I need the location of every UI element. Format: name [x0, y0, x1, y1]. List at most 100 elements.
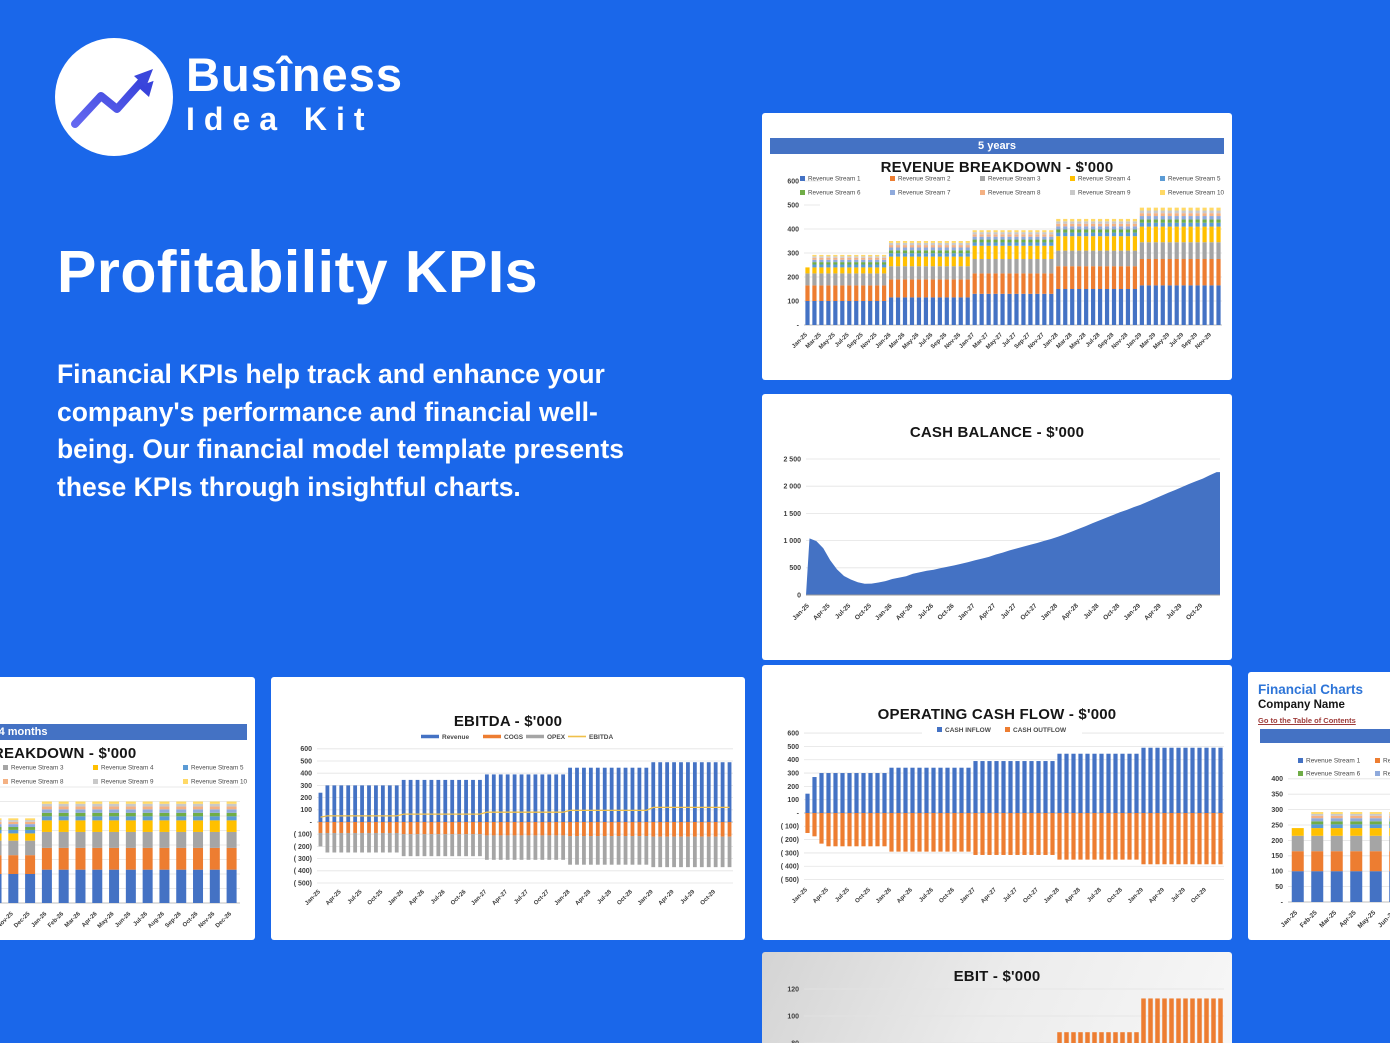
svg-text:Jul-28: Jul-28 — [1082, 602, 1101, 621]
svg-text:Oct-29: Oct-29 — [1190, 887, 1208, 905]
svg-text:Oct-26: Oct-26 — [450, 889, 468, 907]
svg-text:Jan-29: Jan-29 — [637, 889, 655, 907]
svg-text:( 400): ( 400) — [294, 868, 312, 875]
svg-text:Revenue Stream 3: Revenue Stream 3 — [988, 176, 1041, 183]
svg-text:-: - — [797, 810, 800, 817]
svg-text:2 000: 2 000 — [783, 484, 801, 491]
brand-logo — [55, 38, 173, 156]
svg-text:Jan-29: Jan-29 — [1123, 602, 1143, 622]
svg-text:Apr-26: Apr-26 — [408, 889, 426, 907]
svg-text:400: 400 — [787, 226, 799, 233]
svg-text:Jan-25: Jan-25 — [304, 889, 322, 907]
svg-text:Jan-26: Jan-26 — [875, 887, 893, 905]
svg-text:Revenue Stream 5: Revenue Stream 5 — [1168, 176, 1221, 183]
svg-text:Apr-25: Apr-25 — [812, 887, 830, 905]
svg-text:150: 150 — [1271, 853, 1283, 860]
svg-text:Jan-26: Jan-26 — [387, 889, 405, 907]
svg-text:Revenue Stream 6: Revenue Stream 6 — [1306, 771, 1361, 778]
svg-text:200: 200 — [787, 784, 799, 791]
page-title: Profitability KPIs — [57, 239, 539, 305]
svg-text:May-27: May-27 — [985, 332, 1004, 351]
svg-text:Apr-29: Apr-29 — [658, 889, 676, 907]
svg-text:600: 600 — [787, 178, 799, 185]
ebit-chart: 12010080604020-Jan-25Apr-25Jul-25Oct-25J… — [787, 986, 1224, 1043]
svg-text:Revenue Stream 4: Revenue Stream 4 — [101, 765, 154, 772]
svg-text:Jan-27: Jan-27 — [957, 602, 977, 622]
svg-text:( 200): ( 200) — [294, 844, 312, 851]
svg-text:Jul-25: Jul-25 — [834, 602, 853, 621]
ebitda-chart: 600 500 400 300 200 100 - ( 100) ( 200) ( 300) ( 4… — [294, 734, 733, 907]
svg-text:( 100): ( 100) — [294, 832, 312, 839]
svg-text:Mar-26: Mar-26 — [64, 911, 82, 929]
svg-text:Apr-28: Apr-28 — [1060, 602, 1080, 622]
svg-text:300: 300 — [300, 783, 312, 790]
svg-text:600: 600 — [300, 746, 312, 753]
brand-line2: Idea Kit — [186, 101, 374, 138]
panel-revenue-breakdown-5y: 5 years REVENUE BREAKDOWN - $'000 600 500… — [762, 113, 1232, 380]
svg-text:250: 250 — [1271, 822, 1283, 829]
panel-operating-cash-flow: OPERATING CASH FLOW - $'000 600 500 400 300… — [762, 665, 1232, 940]
svg-text:Jun-25: Jun-25 — [1377, 909, 1390, 929]
svg-text:Jan-28: Jan-28 — [554, 889, 572, 907]
svg-text:Revenue Stream 2: Revenue Stream 2 — [898, 176, 951, 183]
svg-text:-: - — [1281, 899, 1284, 906]
svg-text:Revenue Stream 9: Revenue Stream 9 — [101, 779, 154, 786]
svg-text:Oct-27: Oct-27 — [533, 889, 551, 907]
svg-text:CASH OUTFLOW: CASH OUTFLOW — [1013, 727, 1067, 734]
svg-text:Revenue: Revenue — [442, 734, 469, 741]
revenue-breakdown-mini-chart: 400 350 300 250 200 150 100 50 - Jan-25 Feb-25 Mar-… — [1271, 758, 1390, 930]
brand-name: Busîness Idea Kit — [186, 50, 403, 138]
svg-text:Oct-25: Oct-25 — [854, 602, 874, 622]
svg-text:OPEX: OPEX — [547, 734, 566, 741]
svg-text:Jul-29: Jul-29 — [1165, 602, 1184, 621]
svg-text:Oct-29: Oct-29 — [700, 889, 718, 907]
table-of-contents-link[interactable]: Go to the Table of Contents — [1258, 716, 1356, 725]
svg-text:Revenue Stream 9: Revenue Stream 9 — [1078, 190, 1131, 197]
svg-text:Revenue Stream 10: Revenue Stream 10 — [1168, 190, 1225, 197]
svg-text:Nov-29: Nov-29 — [1195, 332, 1214, 351]
svg-text:Jan-25: Jan-25 — [791, 602, 811, 622]
svg-text:Jul-27: Jul-27 — [1000, 602, 1019, 621]
svg-text:May-28: May-28 — [1069, 332, 1088, 351]
svg-text:( 500): ( 500) — [781, 877, 799, 884]
svg-text:400: 400 — [1271, 776, 1283, 783]
svg-text:100: 100 — [787, 1013, 799, 1020]
svg-text:May-29: May-29 — [1153, 332, 1172, 351]
svg-text:Oct-28: Oct-28 — [616, 889, 634, 907]
brand-line1: Busîness — [186, 48, 403, 101]
svg-text:Revenue Stream 8: Revenue Stream 8 — [988, 190, 1041, 197]
svg-text:Apr-27: Apr-27 — [491, 889, 509, 907]
svg-text:Revenue Stream 10: Revenue Stream 10 — [191, 779, 248, 786]
page-description: Financial KPIs help track and enhance yo… — [57, 359, 624, 502]
svg-text:100: 100 — [787, 298, 799, 305]
svg-text:Oct-25: Oct-25 — [854, 887, 872, 905]
svg-text:Apr-25: Apr-25 — [812, 602, 832, 622]
svg-text:Oct-26: Oct-26 — [937, 602, 957, 622]
svg-text:Jul-28: Jul-28 — [597, 889, 614, 906]
svg-text:Jul-28: Jul-28 — [1086, 887, 1103, 904]
svg-text:200: 200 — [787, 274, 799, 281]
svg-text:Jan-28: Jan-28 — [1040, 602, 1060, 622]
svg-text:Jan-27: Jan-27 — [959, 887, 977, 905]
svg-text:Jul-25: Jul-25 — [834, 887, 851, 904]
svg-text:Apr-25: Apr-25 — [325, 889, 343, 907]
svg-text:Revenue Stream 1: Revenue Stream 1 — [1306, 758, 1361, 765]
svg-text:Jan-29: Jan-29 — [1127, 887, 1145, 905]
svg-text:300: 300 — [1271, 807, 1283, 814]
svg-text:500: 500 — [300, 758, 312, 765]
svg-text:100: 100 — [300, 807, 312, 814]
svg-text:Apr-26: Apr-26 — [896, 887, 914, 905]
svg-text:Apr-29: Apr-29 — [1143, 602, 1163, 622]
svg-text:Apr-26: Apr-26 — [895, 602, 915, 622]
svg-text:Sep-26: Sep-26 — [164, 911, 183, 930]
svg-text:Aug-26: Aug-26 — [147, 911, 166, 930]
svg-text:EBITDA: EBITDA — [589, 734, 614, 741]
svg-text:Revenue Stream 4: Revenue Stream 4 — [1078, 176, 1131, 183]
panel-ebit: EBIT - $'000 12010080604020-Jan-25Apr-25… — [762, 952, 1232, 1043]
period-bar-5-years: 5 years — [770, 138, 1224, 154]
svg-text:Apr-27: Apr-27 — [980, 887, 998, 905]
svg-text:Dec-26: Dec-26 — [215, 911, 234, 930]
svg-text:Oct-26: Oct-26 — [938, 887, 956, 905]
operating-cash-flow-chart: 600 500 400 300 200 100 - ( 100) ( 200) ( 300) ( 4… — [781, 721, 1224, 905]
svg-text:Jul-27: Jul-27 — [513, 889, 530, 906]
